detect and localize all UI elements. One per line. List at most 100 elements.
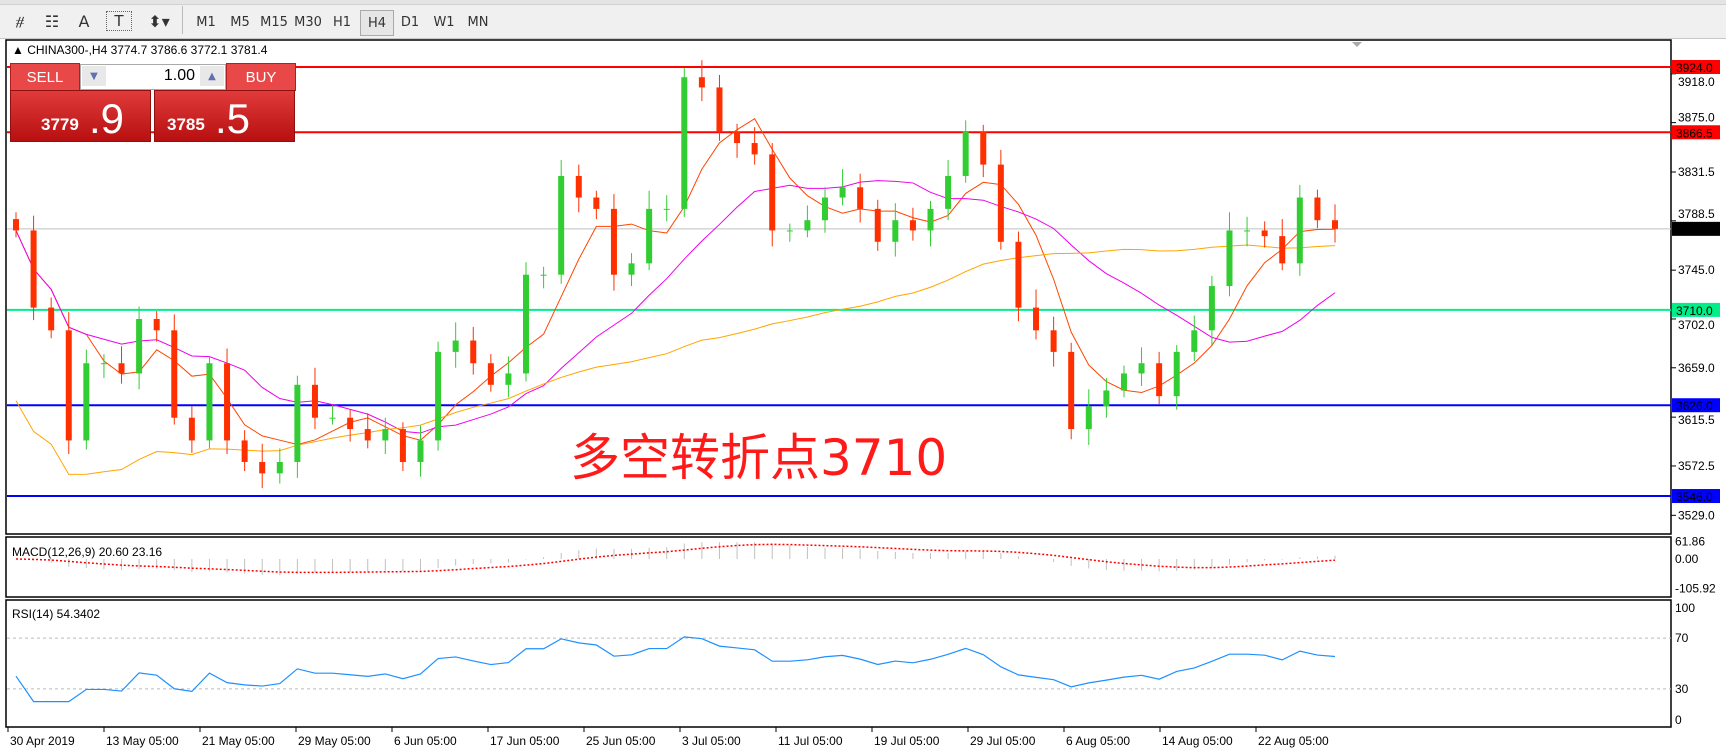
candle [646, 208, 653, 264]
candle [470, 340, 477, 364]
candle [1244, 230, 1251, 232]
candle [382, 429, 389, 441]
time-tick-label: 25 Jun 05:00 [586, 734, 656, 748]
candle [1138, 363, 1145, 374]
price-tick-label: 3788.5 [1678, 207, 1715, 221]
candle [83, 363, 90, 441]
candle [347, 417, 354, 430]
candle [452, 340, 459, 352]
rsi-label: RSI(14) 54.3402 [12, 607, 100, 621]
macd-pane [5, 536, 1672, 598]
candle [311, 384, 318, 418]
candle [839, 187, 846, 198]
candle [224, 363, 231, 441]
candle [399, 429, 406, 462]
fibonacci-fan-icon[interactable]: ☷ [44, 11, 60, 31]
candle [118, 363, 125, 374]
price-tick-label: 3659.0 [1678, 361, 1715, 375]
price-tick-label: 3831.5 [1678, 165, 1715, 179]
candle [294, 384, 301, 462]
time-tick-label: 19 Jul 05:00 [874, 734, 940, 748]
timeframe-h1[interactable]: H1 [332, 14, 352, 30]
text-icon[interactable]: A [72, 9, 96, 33]
timeframe-m5[interactable]: M5 [230, 14, 250, 30]
sell-price-pips: .9 [89, 95, 125, 142]
arrows-icon[interactable]: ⬍▾ [148, 11, 170, 31]
level-price-label: 3626.0 [1676, 399, 1713, 413]
timeframe-m1[interactable]: M1 [196, 14, 216, 30]
candle [997, 164, 1004, 242]
last-price-tag [1672, 221, 1720, 236]
rsi-tick-label: 30 [1675, 682, 1689, 696]
timeframe-d1[interactable]: D1 [400, 14, 420, 30]
candle [558, 175, 565, 275]
sell-button[interactable]: SELL [10, 63, 80, 91]
lot-size-input[interactable]: ▼ 1.00 ▲ [80, 64, 226, 90]
candle [892, 220, 899, 242]
toolbar-separator [182, 6, 183, 34]
candle [593, 197, 600, 209]
time-tick-label: 29 Jul 05:00 [970, 734, 1036, 748]
time-tick-label: 14 Aug 05:00 [1162, 734, 1233, 748]
moving-average-line-3 [15, 244, 1336, 475]
time-tick-label: 22 Aug 05:00 [1258, 734, 1329, 748]
text-label-icon[interactable]: T [106, 11, 132, 31]
time-tick-label: 21 May 05:00 [202, 734, 275, 748]
timeframe-w1[interactable]: W1 [433, 14, 455, 30]
buy-button[interactable]: BUY [226, 63, 296, 91]
text-tool-label: A [78, 11, 90, 31]
candle [927, 208, 934, 231]
candle [1033, 307, 1040, 331]
macd-tick-label: -105.92 [1675, 582, 1716, 596]
candle [1085, 406, 1092, 430]
timeframe-mn[interactable]: MN [467, 14, 489, 30]
candle [734, 131, 741, 144]
price-tick-label: 3918.0 [1678, 75, 1715, 89]
candle [821, 197, 828, 221]
candle [259, 461, 266, 474]
candle [874, 208, 881, 242]
level-price-tag [1672, 302, 1720, 317]
candle [1173, 351, 1180, 397]
buy-price-pips: .5 [215, 95, 251, 142]
timeframe-m30[interactable]: M30 [294, 14, 322, 30]
lot-value[interactable]: 1.00 [163, 67, 195, 84]
lot-decrease-icon[interactable]: ▼ [82, 66, 106, 86]
candle [1050, 330, 1057, 352]
macd-label: MACD(12,26,9) 20.60 23.16 [12, 545, 162, 559]
price-tick-label: 3529.0 [1678, 508, 1715, 522]
candle [1156, 363, 1163, 397]
macd-tick-label: 0.00 [1675, 552, 1699, 566]
candle [663, 208, 670, 210]
candle [523, 274, 530, 374]
sell-price-button[interactable]: 3779 .9 [10, 90, 151, 142]
candle [188, 417, 195, 441]
fibonacci-expansion-icon[interactable]: ⧣ [15, 11, 25, 30]
candle [1296, 197, 1303, 264]
candle [1226, 230, 1233, 287]
buy-price-main: 3785 [167, 115, 205, 134]
candle [1279, 236, 1286, 264]
chart-header: ▲ CHINA300-,H4 3774.7 3786.6 3772.1 3781… [12, 43, 268, 57]
candle [435, 351, 442, 441]
candle [1261, 230, 1268, 237]
chart-shift-marker-icon[interactable] [1352, 42, 1362, 47]
time-tick-label: 6 Jun 05:00 [394, 734, 457, 748]
toolbar: ⧣ ☷ A T ⬍▾ M1 M5 M15 M30 H1 H4 D1 W1 MN [0, 0, 1726, 39]
candle [786, 230, 793, 232]
candle [13, 219, 19, 231]
price-tick-label: 3572.5 [1678, 459, 1715, 473]
sell-price-main: 3779 [41, 115, 79, 134]
time-tick-label: 11 Jul 05:00 [778, 734, 843, 748]
rsi-line [15, 636, 1336, 703]
level-price-label: 3924.0 [1676, 61, 1713, 75]
timeframe-h4[interactable]: H4 [360, 10, 394, 36]
candle [1068, 351, 1075, 430]
candle [364, 429, 371, 441]
candle [1103, 390, 1110, 407]
timeframe-m15[interactable]: M15 [260, 14, 288, 30]
candle [487, 363, 494, 385]
lot-increase-icon[interactable]: ▲ [200, 66, 224, 86]
buy-price-button[interactable]: 3785 .5 [154, 90, 295, 142]
